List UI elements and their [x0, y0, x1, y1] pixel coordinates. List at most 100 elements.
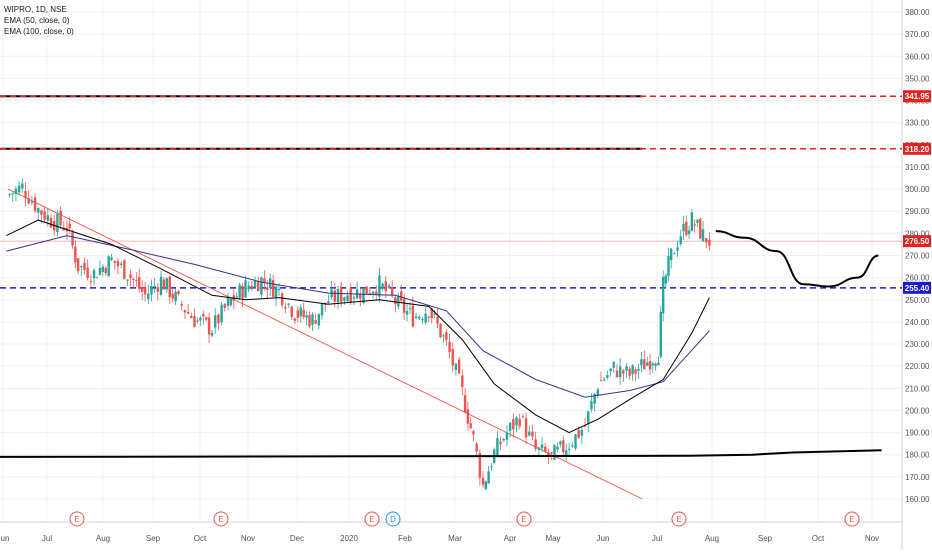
event-label: E: [849, 515, 854, 524]
candle-body: [571, 445, 574, 447]
candle-body: [8, 194, 11, 196]
candle-body: [226, 297, 230, 306]
price-label-box: [903, 142, 931, 155]
x-tick-label: Dec: [290, 534, 304, 543]
y-tick-label: 330.00: [905, 119, 930, 128]
candle-body: [368, 293, 372, 295]
candle-body: [266, 287, 269, 291]
candle-body: [308, 315, 311, 327]
y-tick-label: 300.00: [905, 185, 930, 194]
candle-body: [339, 286, 343, 302]
candle-body: [646, 362, 649, 366]
candle-body: [74, 246, 77, 263]
legend-ema50[interactable]: EMA (50, close, 0): [4, 16, 70, 25]
candle-body: [599, 380, 603, 382]
candle-body: [260, 277, 263, 295]
candle-body: [193, 316, 196, 328]
candle-body: [394, 297, 397, 305]
y-tick-label: 190.00: [905, 429, 930, 438]
candle-body: [229, 299, 233, 306]
candle-body: [80, 266, 83, 268]
candle-body: [508, 422, 512, 431]
price-label-box: [903, 235, 931, 248]
candle-body: [381, 283, 384, 289]
candle-body: [574, 434, 577, 449]
y-tick-label: 360.00: [905, 52, 930, 61]
candle-body: [235, 296, 238, 298]
candle-body: [277, 289, 281, 291]
price-label-text: 318.20: [905, 145, 930, 154]
candle-body: [505, 432, 509, 440]
candle-body: [472, 431, 475, 435]
legend: WIPRO, 1D, NSE EMA (50, close, 0) EMA (1…: [4, 4, 74, 37]
candle-body: [625, 366, 628, 371]
event-label: E: [74, 515, 79, 524]
y-tick-label: 230.00: [905, 340, 930, 349]
candle-body: [95, 277, 99, 279]
candle-body: [223, 304, 226, 308]
candle-body: [177, 291, 180, 295]
y-tick-label: 210.00: [905, 384, 930, 393]
candle-body: [583, 425, 587, 427]
candle-body: [24, 190, 27, 198]
candle-body: [577, 430, 580, 438]
candle-body: [512, 419, 515, 430]
earnings-marker[interactable]: E: [364, 511, 380, 527]
candle-body: [593, 393, 596, 404]
candle-body: [387, 285, 391, 288]
candle-body: [550, 452, 553, 454]
projection-curve: [715, 230, 879, 288]
candle-body: [359, 293, 362, 299]
price-label-text: 341.95: [905, 92, 930, 101]
y-tick-label: 200.00: [905, 406, 930, 415]
x-tick-label: Feb: [398, 534, 412, 543]
candle-body: [371, 291, 375, 294]
candle-body: [346, 295, 349, 301]
earnings-marker[interactable]: E: [213, 511, 229, 527]
candle-body: [454, 363, 458, 370]
candle-body: [110, 257, 113, 261]
candle-body: [101, 266, 105, 273]
candle-body: [384, 281, 387, 292]
candle-body: [27, 198, 30, 204]
event-label: E: [369, 515, 374, 524]
candle-body: [637, 368, 640, 371]
earnings-marker[interactable]: E: [671, 511, 687, 527]
earnings-marker[interactable]: E: [69, 511, 85, 527]
earnings-marker[interactable]: E: [516, 511, 532, 527]
candle-body: [528, 431, 531, 436]
candle-body: [327, 301, 330, 304]
x-tick-label: Aug: [705, 534, 719, 543]
price-label: 318.20: [903, 142, 931, 155]
candle-body: [89, 281, 93, 283]
candle-body: [196, 320, 199, 322]
legend-ema100[interactable]: EMA (100, close, 0): [4, 27, 74, 36]
candle-body: [317, 313, 321, 326]
candle-body: [634, 369, 637, 374]
price-label: 276.50: [903, 235, 931, 248]
candle-body: [481, 477, 485, 485]
candle-body: [333, 290, 336, 302]
y-tick-label: 160.00: [905, 495, 930, 504]
price-label: 341.95: [903, 90, 931, 103]
candle-body: [210, 333, 214, 336]
candle-body: [696, 219, 699, 223]
candle-body: [609, 368, 612, 372]
earnings-marker[interactable]: E: [844, 511, 860, 527]
candle-body: [408, 308, 412, 310]
candle-body: [287, 303, 290, 305]
candle-body: [263, 278, 266, 284]
x-tick-label: Nov: [241, 534, 255, 543]
dividend-marker[interactable]: D: [385, 511, 401, 527]
y-tick-label: 280.00: [905, 229, 930, 238]
candle-body: [427, 316, 431, 318]
candle-body: [113, 260, 116, 264]
candle-body: [654, 363, 657, 366]
x-tick-label: Oct: [812, 534, 825, 543]
candle-body: [487, 471, 490, 484]
candle-body: [400, 291, 403, 301]
ema50-line: [6, 219, 710, 434]
event-label: E: [521, 515, 526, 524]
